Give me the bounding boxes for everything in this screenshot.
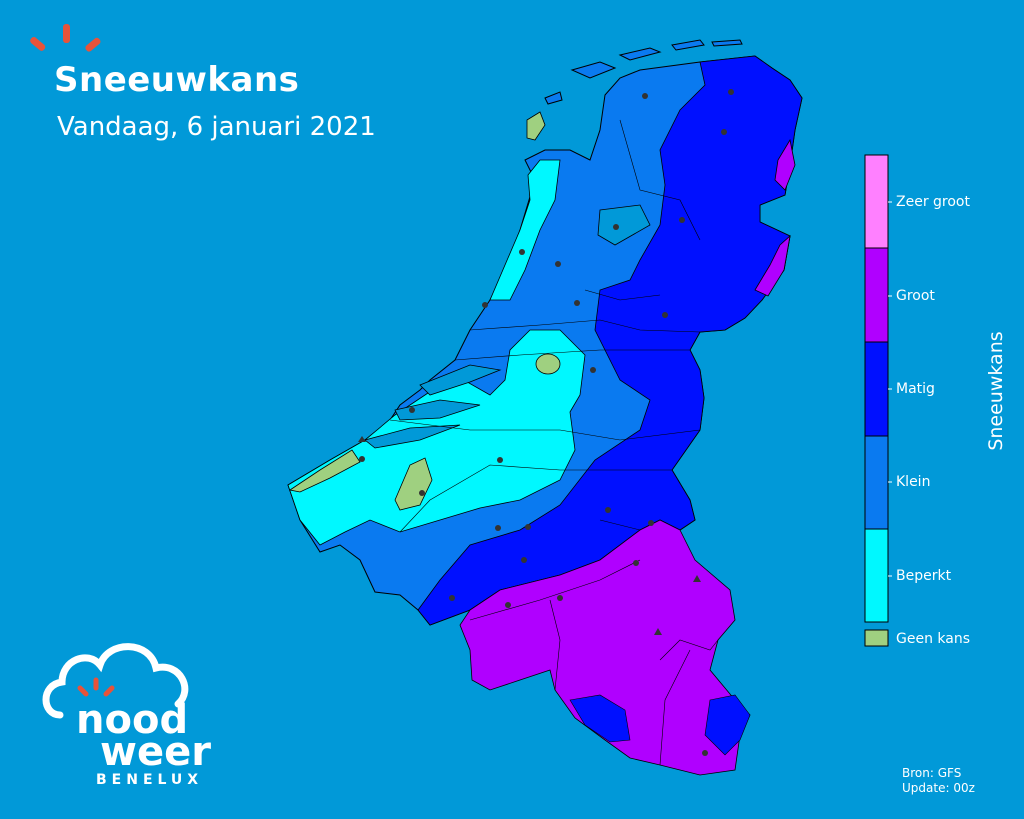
benelux-region-matig-luxembourg [704, 694, 751, 756]
source-model: Bron: GFS [902, 766, 962, 780]
legend-colorbar [864, 154, 889, 647]
brand-benelux: BENELUX [96, 772, 204, 788]
legend-label-geen-kans: Geen kans [896, 631, 971, 647]
benelux-region-groot-east [754, 234, 791, 297]
legend-swatch-beperkt [864, 528, 889, 623]
legend-swatch-groot [864, 247, 889, 343]
source-update: Update: 00z [902, 781, 975, 795]
brand-weer: weer [100, 729, 211, 775]
city-markers [359, 89, 734, 756]
benelux-region-geen-kans [288, 111, 561, 511]
province-borders [389, 119, 719, 766]
benelux-region-groot-north [774, 138, 796, 191]
benelux-region-beperkt [287, 329, 586, 546]
map-subtitle: Vandaag, 6 januari 2021 [57, 112, 376, 142]
source-info: Bron: GFS Update: 00z [902, 766, 975, 796]
legend-label-beperkt: Beperkt [896, 568, 952, 584]
legend-label-klein: Klein [896, 474, 931, 490]
legend-ticks [888, 201, 892, 577]
mountain-markers [358, 436, 701, 635]
brand-rays-icon [30, 24, 101, 52]
noodweer-cloud-logo [42, 643, 189, 719]
legend-swatch-zeer-groot [864, 154, 889, 249]
legend-swatch-geen-kans [864, 629, 889, 647]
estuaries [364, 204, 651, 449]
legend-label-groot: Groot [896, 288, 935, 304]
wadden-islands [544, 39, 743, 105]
legend-title: Sneeuwkans [985, 331, 1007, 451]
benelux-region-matig-south [569, 694, 631, 743]
legend-swatch-klein [864, 435, 889, 530]
legend-swatch-matig [864, 341, 889, 437]
brand-nood: nood [76, 697, 188, 743]
legend-label-zeer-groot: Zeer groot [896, 194, 970, 210]
noodweer-sun-icon [77, 677, 115, 697]
legend-label-matig: Matig [896, 381, 935, 397]
benelux-region-beperkt-north [489, 159, 561, 301]
map-title: Sneeuwkans [54, 60, 300, 100]
